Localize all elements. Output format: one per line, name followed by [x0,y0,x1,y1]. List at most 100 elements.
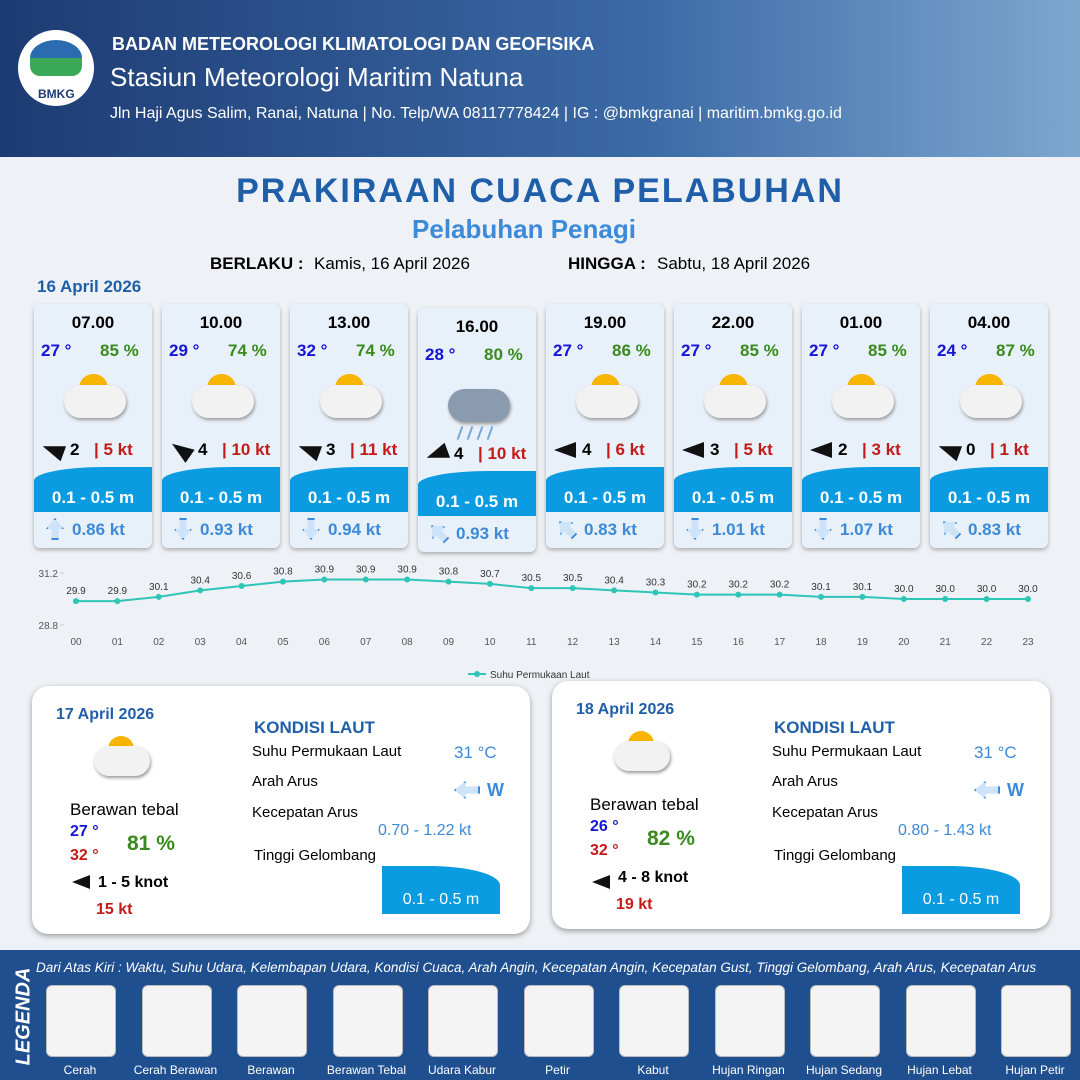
legend-item: Hujan Lebat [907,1063,972,1077]
legend-item: Petir [545,1063,570,1077]
x-tick-label: 19 [857,637,869,648]
sst-line [76,578,1028,603]
sst-value-label: 30.9 [397,565,417,576]
card-time: 04.00 [967,313,1011,332]
condition: Berawan tebal [590,795,699,814]
wave-height: 0.1 - 0.5 m [435,492,519,511]
legend-label: Suhu Permukaan Laut [490,670,590,680]
x-tick-label: 16 [733,637,745,648]
weather-icon-cloud [94,746,150,776]
wave-area [930,467,1048,512]
wind-arrow [592,875,610,889]
day-date: 18 April 2026 [576,701,675,718]
x-tick-label: 13 [609,637,621,648]
x-tick-label: 23 [1022,637,1034,648]
sst-value-label: 30.0 [977,584,997,595]
speed-label: Kecepatan Arus [252,804,358,821]
wind-speed: 2 [838,440,848,459]
wind-speed: 4 [454,444,464,463]
temp-min: 26 ° [590,818,619,835]
x-tick-label: 15 [691,637,703,648]
sst-point [818,593,825,600]
legend-item: Berawan Tebal [326,1063,407,1077]
card-time: 22.00 [711,313,755,332]
x-tick-label: 06 [319,637,331,648]
sst-value-label: 30.9 [315,565,335,576]
sst-value-label: 30.8 [273,567,293,578]
sst-point [900,596,907,602]
legend-icon-box [428,985,498,1057]
weather-icon-cloud [64,385,126,418]
sst-point [735,591,742,598]
wind-arrow [72,875,90,889]
current-speed: 0.93 kt [200,520,253,539]
sea-heading: KONDISI LAUT [254,718,375,737]
station: Stasiun Meteorologi Maritim Natuna [110,62,524,92]
x-tick-label: 08 [402,637,414,648]
card-time: 16.00 [455,317,499,336]
x-tick-label: 18 [815,637,827,648]
sst-value-label: 30.0 [935,584,955,595]
wave: 0.1 - 0.5 m [402,891,480,908]
legend-item: Cerah Berawan [133,1063,218,1077]
wave-label: Tinggi Gelombang [254,847,377,864]
temp-max: 32 ° [590,842,619,859]
current-speed: 0.93 kt [456,524,509,543]
current-speed: 1.01 kt [712,520,765,539]
gust: | 5 kt [734,440,773,459]
sst-point [197,587,204,594]
wave-height: 0.1 - 0.5 m [51,488,135,507]
legend-icon-box [1001,985,1071,1057]
title: PRAKIRAAN CUACA PELABUHAN [236,172,844,210]
validity-from: Kamis, 16 April 2026 [314,254,470,273]
wave-area [802,467,920,512]
sst-chart: 28.8 31.2 00 01 02 03 04 05 06 07 08 09 10 11 12 13 14 15… [39,565,1039,681]
wave-height: 0.1 - 0.5 m [307,488,391,507]
x-tick-label: 11 [526,637,537,648]
wave-height: 0.1 - 0.5 m [563,488,647,507]
card-time: 10.00 [199,313,243,332]
wind-arrow [682,442,704,458]
legend-icon-box [237,985,307,1057]
wind-speed: 0 [966,440,976,459]
card-time: 13.00 [327,313,371,332]
sst-value-label: 29.9 [108,586,128,597]
sst-value-label: 30.3 [646,578,666,589]
x-tick-label: 00 [70,637,82,648]
x-tick-label: 04 [236,637,248,648]
humidity: 82 % [647,827,695,850]
weather-icon-cloud [448,389,510,422]
sst-point [942,596,949,602]
legend-icon-box [619,985,689,1057]
sst-value-label: 30.2 [729,580,749,591]
current-speed: 0.94 kt [328,520,381,539]
condition: Berawan tebal [70,800,179,819]
legend-icon-box [141,985,212,1057]
sst-value-label: 30.0 [894,584,914,595]
sst-value-label: 30.1 [811,582,831,593]
card-humidity: 87 % [996,341,1035,360]
legend-note: Dari Atas Kiri : Waktu, Suhu Udara, Kele… [36,960,1037,975]
weather-icon-cloud [320,385,382,418]
legend-item: Berawan [247,1063,295,1077]
logo-mark [30,40,82,76]
sst-value-label: 30.2 [770,580,790,591]
wave-area [902,866,1020,914]
card-humidity: 80 % [484,345,523,364]
direction-label: Arah Arus [772,773,838,790]
weather-icon-cloud [614,741,670,771]
x-tick-label: 10 [484,637,496,648]
card-temp: 24 ° [937,341,968,360]
sst-point [611,587,618,594]
sst-value-label: 30.7 [480,569,500,580]
direction: W [487,780,504,800]
sea-heading: KONDISI LAUT [774,718,895,737]
sst-point [569,585,576,592]
x-tick-label: 12 [567,637,579,648]
validity-from-label: BERLAKU : [210,254,304,273]
legend-item: Hujan Sedang [805,1063,883,1077]
sst: 31 °C [454,743,497,762]
sst-value-label: 30.4 [604,575,624,586]
wave-height: 0.1 - 0.5 m [947,488,1031,507]
wave-height: 0.1 - 0.5 m [819,488,903,507]
